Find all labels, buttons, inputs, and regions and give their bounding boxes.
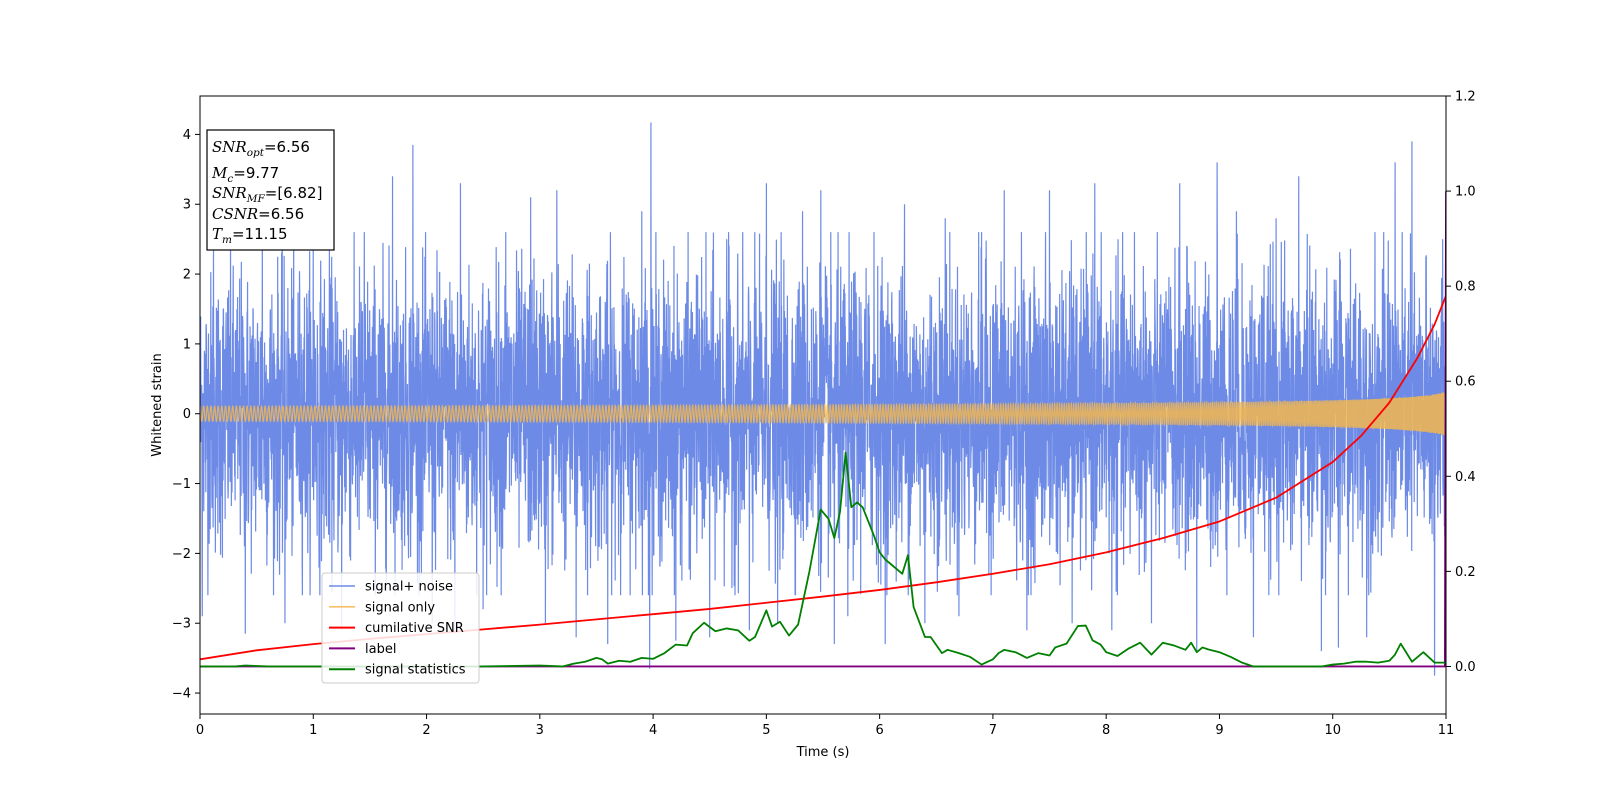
y-tick-label: 3	[183, 198, 191, 213]
y-axis-label: Whitened strain	[150, 353, 165, 456]
x-tick-label: 6	[875, 723, 883, 738]
x-tick-label: 4	[649, 723, 657, 738]
x-tick-label: 9	[1215, 723, 1223, 738]
legend-entry: signal only	[365, 600, 435, 615]
x-tick-label: 5	[762, 723, 770, 738]
annotation-value: =6.56	[258, 205, 304, 223]
y-tick-label: 0	[183, 407, 191, 422]
x-tick-label: 3	[536, 723, 544, 738]
y-axis-right: 0.0 0.2 0.4 0.6 0.8 1.0 1.2	[1446, 90, 1476, 675]
annotation-value: =6.56	[264, 138, 310, 156]
y2-tick-label: 1.2	[1455, 90, 1476, 105]
annotation-line: SNRMF=[6.82]	[212, 184, 322, 205]
y-tick-label: 1	[183, 337, 191, 352]
x-tick-label: 0	[196, 723, 204, 738]
y-tick-label: −1	[172, 477, 191, 492]
y-tick-label: 2	[183, 268, 191, 283]
legend-entry: signal+ noise	[365, 580, 453, 595]
x-tick-label: 10	[1324, 723, 1341, 738]
x-tick-label: 1	[309, 723, 317, 738]
series-signal-statistics	[200, 451, 1446, 668]
y2-tick-label: 0.6	[1455, 375, 1476, 390]
x-tick-label: 7	[989, 723, 997, 738]
annotation-subscript: c	[227, 173, 233, 185]
x-tick-label: 2	[422, 723, 430, 738]
plot-frame	[199, 95, 1447, 715]
y-tick-label: 4	[183, 128, 191, 143]
annotation-line: Tm=11.15	[212, 225, 288, 246]
annotation-line: CSNR=6.56	[212, 205, 304, 223]
y2-tick-label: 1.0	[1455, 185, 1476, 200]
annotation-symbol: CSNR	[212, 205, 258, 223]
annotation-frame	[206, 129, 335, 251]
y2-tick-label: 0.2	[1455, 565, 1476, 580]
annotation-subscript: opt	[247, 147, 265, 159]
y-tick-label: −4	[172, 687, 191, 702]
annotation-value: =9.77	[233, 164, 279, 182]
annotation-value: =11.15	[232, 225, 288, 243]
x-axis: 0 1 2 3 4 5 6 7 8 9 10 11	[196, 714, 1454, 738]
y2-tick-label: 0.4	[1455, 470, 1476, 485]
annotation-value: =[6.82]	[265, 184, 323, 202]
legend-entry: signal statistics	[365, 663, 466, 678]
annotation-line: Mc=9.77	[211, 164, 279, 185]
annotation-subscript: MF	[246, 193, 266, 205]
y-tick-label: −3	[172, 617, 191, 632]
y2-tick-label: 0.8	[1455, 280, 1476, 295]
y-tick-label: −2	[172, 547, 191, 562]
annotation-subscript: m	[222, 234, 232, 246]
annotation-symbol: SNR	[212, 138, 247, 156]
annotation-symbol: M	[211, 164, 228, 182]
series-signal-only	[200, 392, 1446, 436]
legend-frame	[321, 572, 480, 684]
legend-entry: label	[365, 642, 396, 657]
y2-tick-label: 0.0	[1455, 660, 1476, 675]
x-tick-label: 11	[1438, 723, 1455, 738]
annotation-symbol: T	[212, 225, 223, 243]
annotation-symbol: SNR	[212, 184, 247, 202]
legend-entry: cumilative SNR	[365, 621, 464, 636]
y-axis-left: −4 −3 −2 −1 0 1 2 3 4	[172, 128, 200, 702]
x-axis-label: Time (s)	[796, 745, 850, 760]
x-tick-label: 8	[1102, 723, 1110, 738]
annotation-box: SNRopt=6.56Mc=9.77SNRMF=[6.82]CSNR=6.56T…	[206, 129, 335, 251]
annotation-line: SNRopt=6.56	[212, 138, 310, 159]
legend: signal+ noise signal only cumilative SNR la…	[321, 572, 480, 684]
